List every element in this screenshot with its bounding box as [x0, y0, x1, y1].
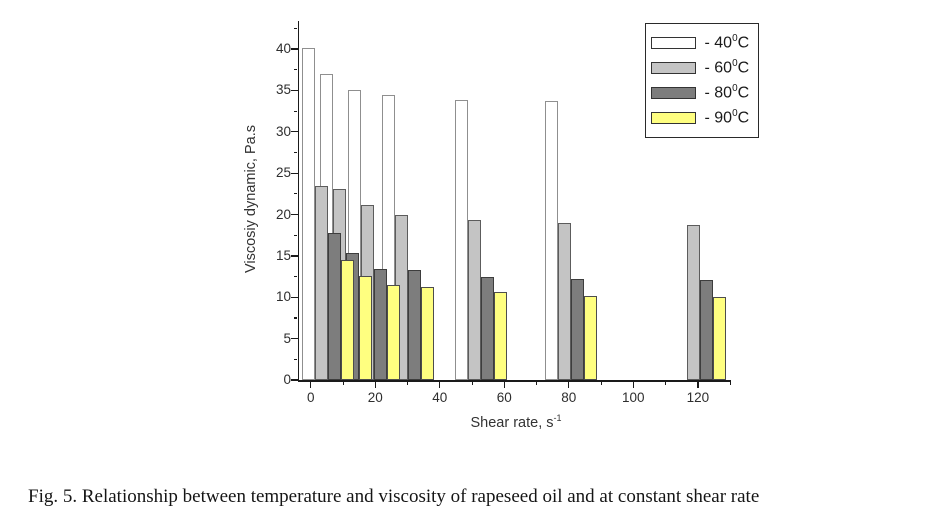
bar-90C-3 [386, 284, 400, 380]
legend-label-40C: - 400C [704, 33, 750, 52]
exponent-superscript: -1 [553, 413, 562, 423]
bar-40C-5 [455, 100, 469, 380]
bar-90C-6 [583, 295, 597, 380]
x-axis-line [297, 380, 731, 382]
y-major-tick [291, 213, 298, 216]
legend-swatch-60C [650, 61, 696, 74]
x-major-tick [697, 381, 699, 388]
y-minor-tick [293, 151, 298, 154]
x-tick-label: 0 [307, 389, 315, 405]
legend-item-40C: - 400C [650, 33, 750, 52]
bar-80C-5 [481, 277, 495, 380]
degree-superscript: 0 [732, 33, 738, 45]
figure-caption: Fig. 5. Relationship between temperature… [28, 486, 760, 507]
legend-label-80C: - 800C [704, 83, 750, 102]
x-major-tick [632, 381, 634, 388]
y-axis-line [297, 21, 300, 382]
y-tick-label: 30 [275, 123, 291, 139]
bar-90C-4 [421, 287, 435, 380]
y-tick-label: 5 [283, 330, 291, 346]
y-major-tick [291, 89, 298, 92]
bar-90C-5 [494, 292, 508, 380]
y-tick-label: 20 [275, 206, 291, 222]
y-tick-label: 0 [283, 372, 291, 387]
legend-item-90C: - 900C [650, 108, 750, 127]
bar-90C-2 [358, 275, 372, 380]
x-axis-title-text: Shear rate, s [470, 414, 554, 431]
y-minor-tick [293, 69, 298, 71]
y-minor-tick [293, 110, 298, 112]
bar-80C-1 [328, 232, 342, 380]
legend-swatch-90C [650, 111, 696, 124]
x-major-tick [568, 381, 570, 388]
bar-40C-6 [544, 101, 558, 380]
x-tick-label: 60 [496, 389, 512, 405]
y-major-tick [291, 296, 298, 298]
x-minor-tick [665, 381, 667, 386]
y-major-tick [291, 48, 298, 50]
x-tick-label: 80 [561, 389, 577, 405]
x-minor-tick [729, 381, 731, 386]
y-tick-label: 15 [275, 247, 291, 263]
y-axis-title: Viscosiy dynamic, Pa.s [243, 124, 259, 274]
x-minor-tick [536, 381, 538, 386]
bar-80C-6 [570, 279, 584, 380]
degree-superscript: 0 [732, 58, 738, 70]
bar-80C-4 [408, 270, 422, 380]
y-minor-tick [293, 358, 298, 360]
bar-60C-5 [468, 220, 482, 380]
y-tick-label: 10 [275, 289, 291, 305]
y-minor-tick [293, 317, 298, 319]
y-minor-tick [293, 27, 298, 29]
degree-superscript: 0 [732, 108, 738, 120]
y-minor-tick [293, 276, 298, 278]
bar-60C-6 [557, 222, 571, 380]
y-tick-label: 40 [275, 41, 291, 57]
x-axis-title: Shear rate, s-1 [430, 413, 602, 431]
x-tick-label: 20 [367, 389, 383, 405]
x-minor-tick [471, 381, 473, 386]
y-minor-tick [293, 234, 298, 236]
y-tick-label: 25 [275, 165, 291, 181]
x-major-tick [310, 381, 312, 388]
legend-swatch-40C [650, 37, 696, 49]
x-minor-tick [407, 381, 409, 386]
x-minor-tick [342, 381, 344, 386]
x-tick-label: 120 [686, 389, 710, 405]
x-tick-label: 40 [432, 389, 448, 405]
legend-swatch-80C [650, 86, 696, 99]
legend-label-90C: - 900C [704, 108, 750, 127]
x-major-tick [374, 381, 376, 388]
legend: - 400C - 600C - 800C - 900C [645, 23, 759, 138]
x-minor-tick [600, 381, 602, 386]
legend-item-80C: - 800C [650, 83, 750, 102]
degree-superscript: 0 [732, 83, 738, 95]
x-major-tick [439, 381, 441, 388]
bar-80C-3 [373, 269, 387, 380]
y-tick-label: 35 [275, 82, 291, 98]
y-major-tick [291, 337, 298, 340]
y-major-tick [291, 131, 298, 133]
bar-60C-1 [315, 186, 329, 380]
bar-60C-7 [686, 224, 700, 380]
y-major-tick [291, 172, 298, 174]
y-minor-tick [293, 193, 298, 195]
bar-90C-1 [341, 260, 355, 380]
legend-label-60C: - 600C [704, 58, 750, 77]
legend-item-60C: - 600C [650, 58, 750, 77]
bar-80C-7 [699, 279, 713, 380]
y-major-tick [291, 255, 298, 257]
x-major-tick [503, 381, 505, 388]
bar-90C-7 [712, 297, 726, 380]
y-major-tick [291, 379, 298, 381]
bar-40C-1 [302, 48, 316, 380]
x-tick-label: 100 [622, 389, 645, 405]
